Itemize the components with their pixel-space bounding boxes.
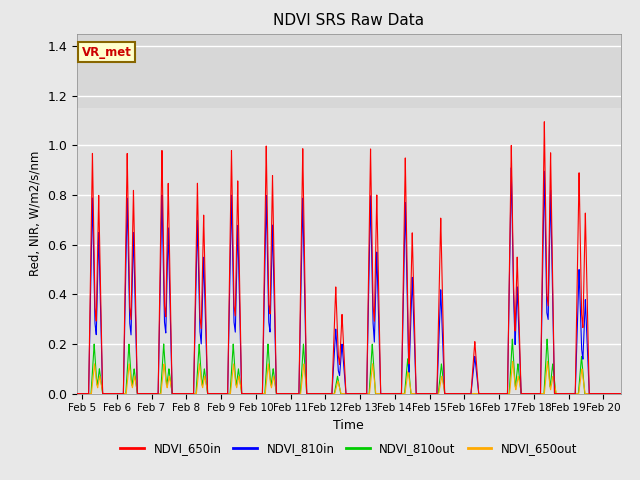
Legend: NDVI_650in, NDVI_810in, NDVI_810out, NDVI_650out: NDVI_650in, NDVI_810in, NDVI_810out, NDV…: [116, 437, 582, 460]
Text: VR_met: VR_met: [82, 46, 132, 59]
X-axis label: Time: Time: [333, 419, 364, 432]
Bar: [77, 34, 621, 108]
Title: NDVI SRS Raw Data: NDVI SRS Raw Data: [273, 13, 424, 28]
Y-axis label: Red, NIR, W/m2/s/nm: Red, NIR, W/m2/s/nm: [29, 151, 42, 276]
